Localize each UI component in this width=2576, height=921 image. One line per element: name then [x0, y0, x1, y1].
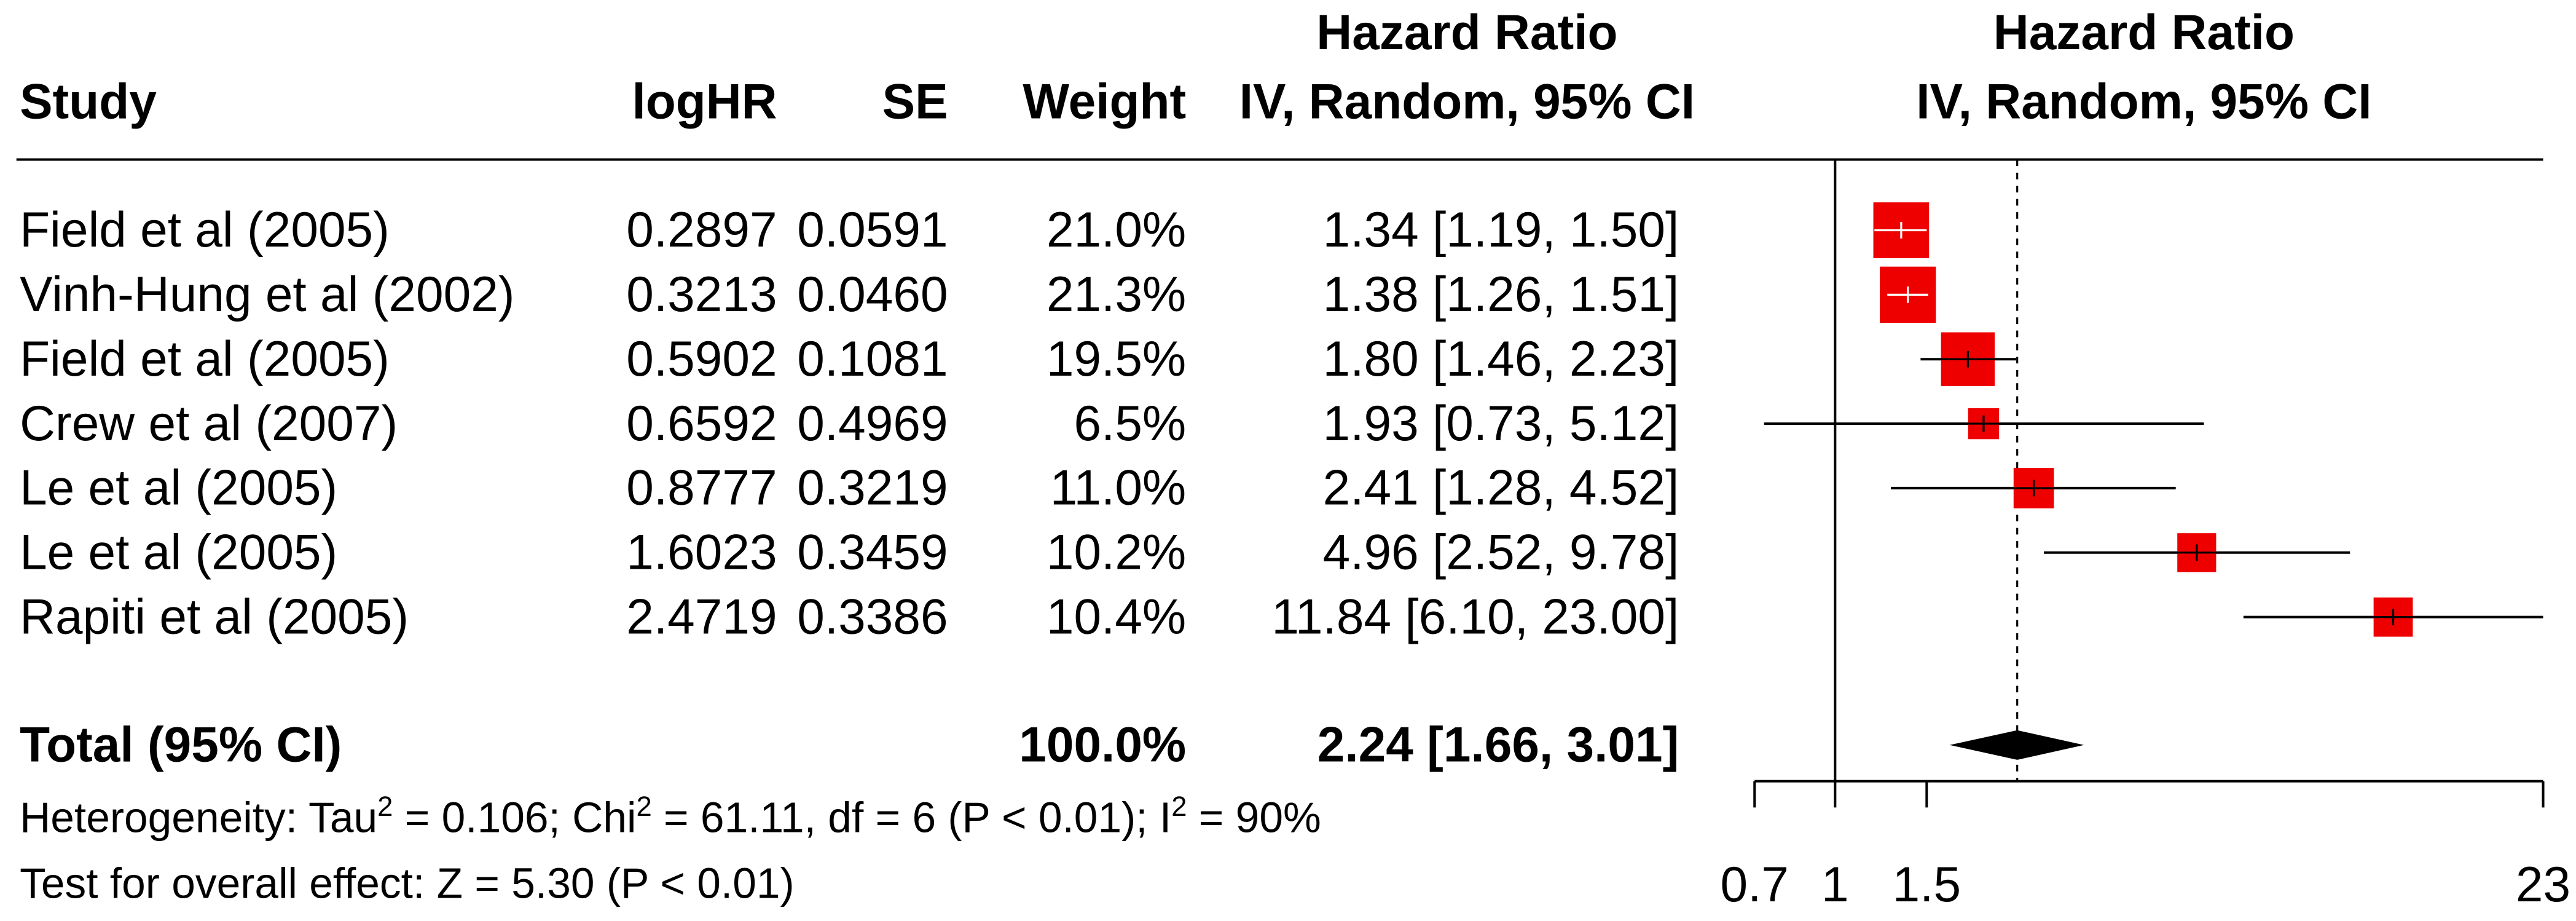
hazard-ratio: 1.34 [1.19, 1.50] — [1323, 202, 1679, 257]
se: 0.0591 — [797, 202, 948, 257]
hazard-ratio: 4.96 [2.52, 9.78] — [1323, 524, 1679, 580]
hazard-ratio: 1.80 [1.46, 2.23] — [1323, 331, 1679, 386]
weight: 6.5% — [1074, 395, 1186, 451]
loghr: 0.5902 — [626, 331, 777, 386]
se: 0.3219 — [797, 460, 948, 515]
weight: 10.4% — [1046, 588, 1186, 644]
header: Hazard Ratio — [1993, 4, 2295, 60]
weight: 11.0% — [1050, 460, 1186, 515]
total-hr: 2.24 [1.66, 3.01] — [1317, 717, 1679, 772]
heterogeneity-part: 2 — [377, 791, 393, 822]
loghr: 0.2897 — [626, 202, 777, 257]
header: Weight — [1023, 74, 1186, 129]
loghr: 0.8777 — [626, 460, 777, 515]
weight: 21.0% — [1046, 202, 1186, 257]
weight: 10.2% — [1046, 524, 1186, 580]
loghr: 1.6023 — [626, 524, 777, 580]
total-diamond — [1949, 730, 2084, 760]
header: IV, Random, 95% CI — [1916, 74, 2371, 129]
hazard-ratio: 1.93 [0.73, 5.12] — [1323, 395, 1679, 451]
se: 0.3386 — [797, 588, 948, 644]
study-name: Rapiti et al (2005) — [20, 588, 409, 644]
hazard-ratio: 11.84 [6.10, 23.00] — [1271, 588, 1679, 644]
x-tick-label: 23 — [2516, 856, 2570, 912]
header: SE — [882, 74, 948, 129]
weight: 19.5% — [1046, 331, 1186, 386]
loghr: 0.6592 — [626, 395, 777, 451]
heterogeneity: Heterogeneity: Tau2 = 0.106; Chi2 = 61.1… — [20, 791, 1321, 842]
x-tick-label: 0.7 — [1721, 856, 1789, 912]
header: logHR — [632, 74, 777, 129]
heterogeneity-part: = 61.11, df = 6 (P < 0.01); I — [652, 794, 1171, 842]
se: 0.4969 — [797, 395, 948, 451]
weight: 21.3% — [1046, 266, 1186, 322]
header: Hazard Ratio — [1316, 4, 1617, 60]
hazard-ratio: 2.41 [1.28, 4.52] — [1323, 460, 1679, 515]
study-name: Vinh-Hung et al (2002) — [20, 266, 514, 322]
total-label: Total (95% CI) — [20, 717, 342, 772]
heterogeneity-part: = 90% — [1187, 794, 1321, 842]
header: Study — [20, 74, 157, 129]
heterogeneity-part: 2 — [636, 791, 651, 822]
study-name: Field et al (2005) — [20, 202, 390, 257]
overall-effect: Test for overall effect: Z = 5.30 (P < 0… — [20, 860, 795, 907]
header: IV, Random, 95% CI — [1239, 74, 1695, 129]
loghr: 2.4719 — [626, 588, 777, 644]
study-name: Crew et al (2007) — [20, 395, 398, 451]
heterogeneity-part: = 0.106; Chi — [393, 794, 636, 842]
loghr: 0.3213 — [626, 266, 777, 322]
heterogeneity-part: 2 — [1171, 791, 1187, 822]
heterogeneity-part: Heterogeneity: Tau — [20, 794, 377, 842]
study-name: Le et al (2005) — [20, 524, 337, 580]
study-name: Le et al (2005) — [20, 460, 337, 515]
hazard-ratio: 1.38 [1.26, 1.51] — [1323, 266, 1679, 322]
se: 0.0460 — [797, 266, 948, 322]
x-tick-label: 1 — [1821, 856, 1849, 912]
study-name: Field et al (2005) — [20, 331, 390, 386]
x-tick-label: 1.5 — [1893, 856, 1961, 912]
se: 0.3459 — [797, 524, 948, 580]
se: 0.1081 — [797, 331, 948, 386]
total-weight: 100.0% — [1019, 717, 1186, 772]
